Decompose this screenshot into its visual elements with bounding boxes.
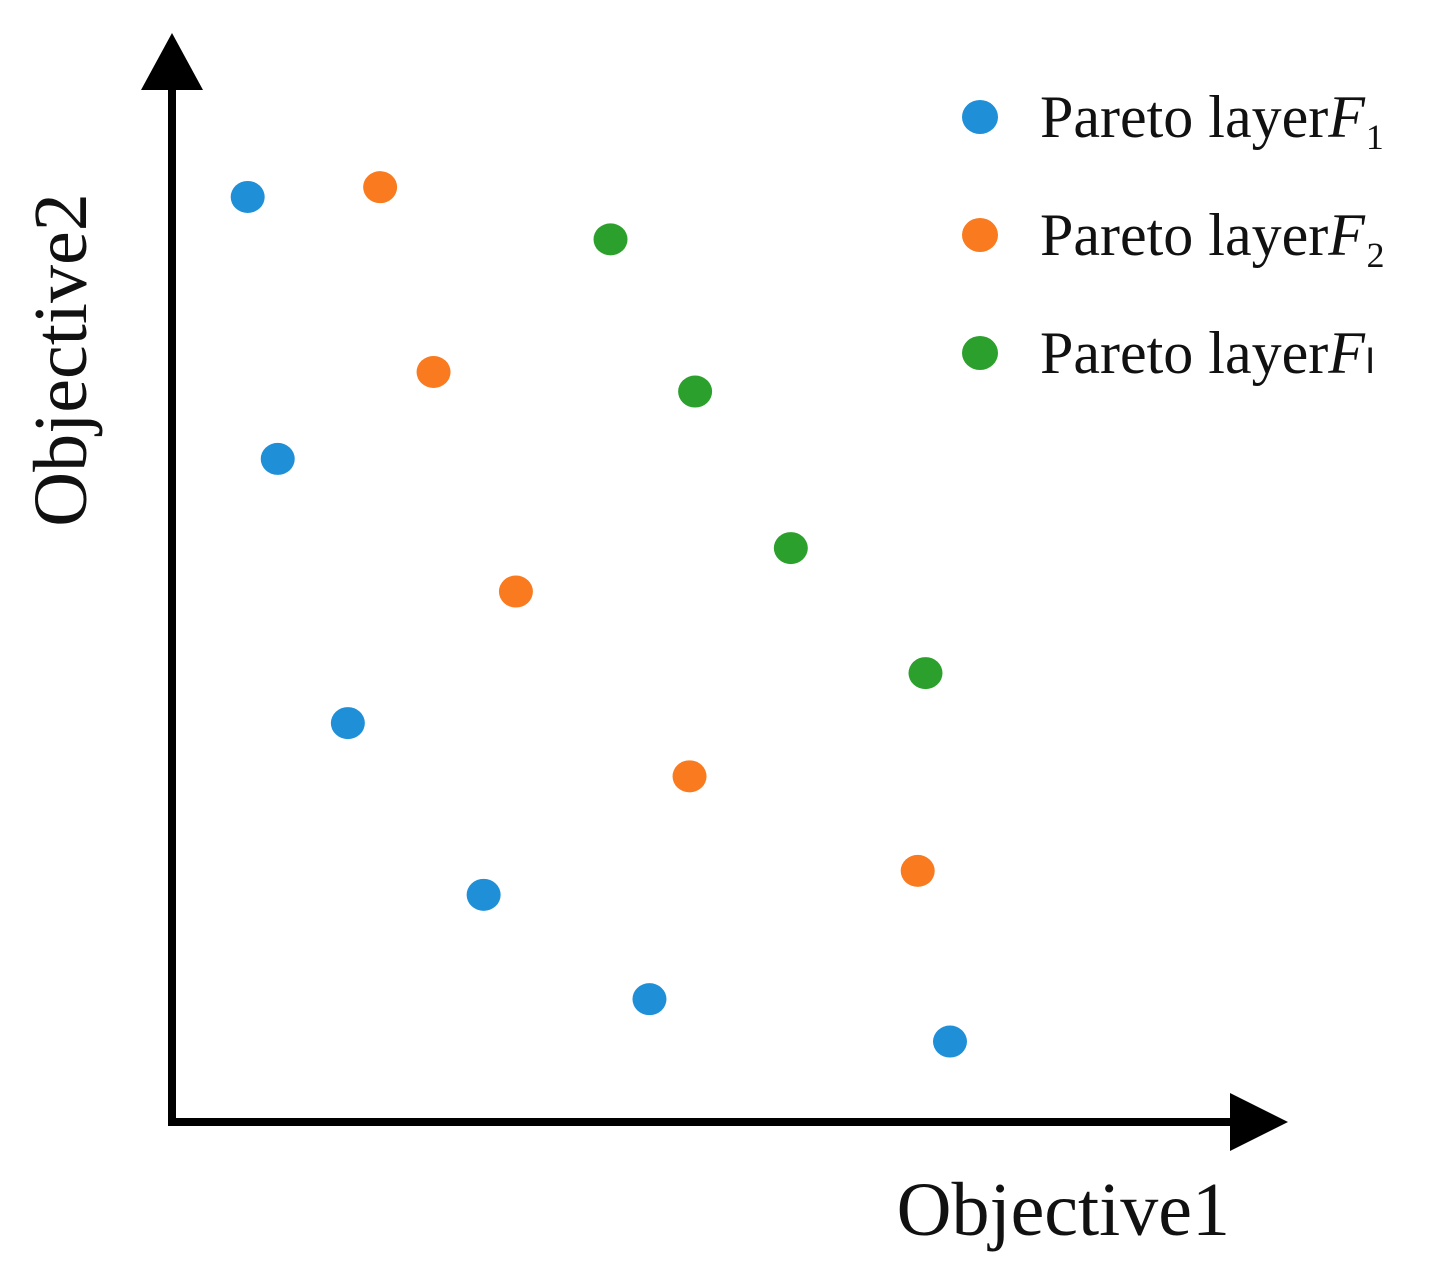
axes bbox=[168, 80, 1240, 1126]
point bbox=[230, 180, 265, 213]
point bbox=[330, 707, 365, 740]
legend-marker bbox=[962, 336, 998, 370]
point bbox=[260, 442, 295, 475]
x-axis-arrow bbox=[1230, 1093, 1288, 1151]
point bbox=[363, 171, 398, 204]
y-axis-arrow bbox=[141, 33, 203, 90]
point bbox=[908, 657, 943, 690]
x-axis-label: Objective1 bbox=[897, 1168, 1230, 1252]
legend-label: Pareto layerF₂ bbox=[1040, 202, 1386, 268]
legend-marker bbox=[962, 218, 998, 252]
point bbox=[678, 375, 713, 408]
point bbox=[498, 575, 533, 608]
point bbox=[632, 983, 667, 1016]
point bbox=[466, 878, 501, 911]
legend-label: Pareto layerFₗ bbox=[1040, 320, 1375, 386]
legend-marker bbox=[962, 100, 998, 134]
point bbox=[932, 1025, 967, 1058]
point bbox=[593, 223, 628, 256]
point bbox=[900, 854, 935, 887]
point bbox=[672, 760, 707, 793]
point bbox=[773, 532, 808, 565]
y-axis-label: Objective2 bbox=[19, 193, 103, 526]
point bbox=[416, 355, 451, 388]
legend-label: Pareto layerF₁ bbox=[1040, 84, 1386, 150]
